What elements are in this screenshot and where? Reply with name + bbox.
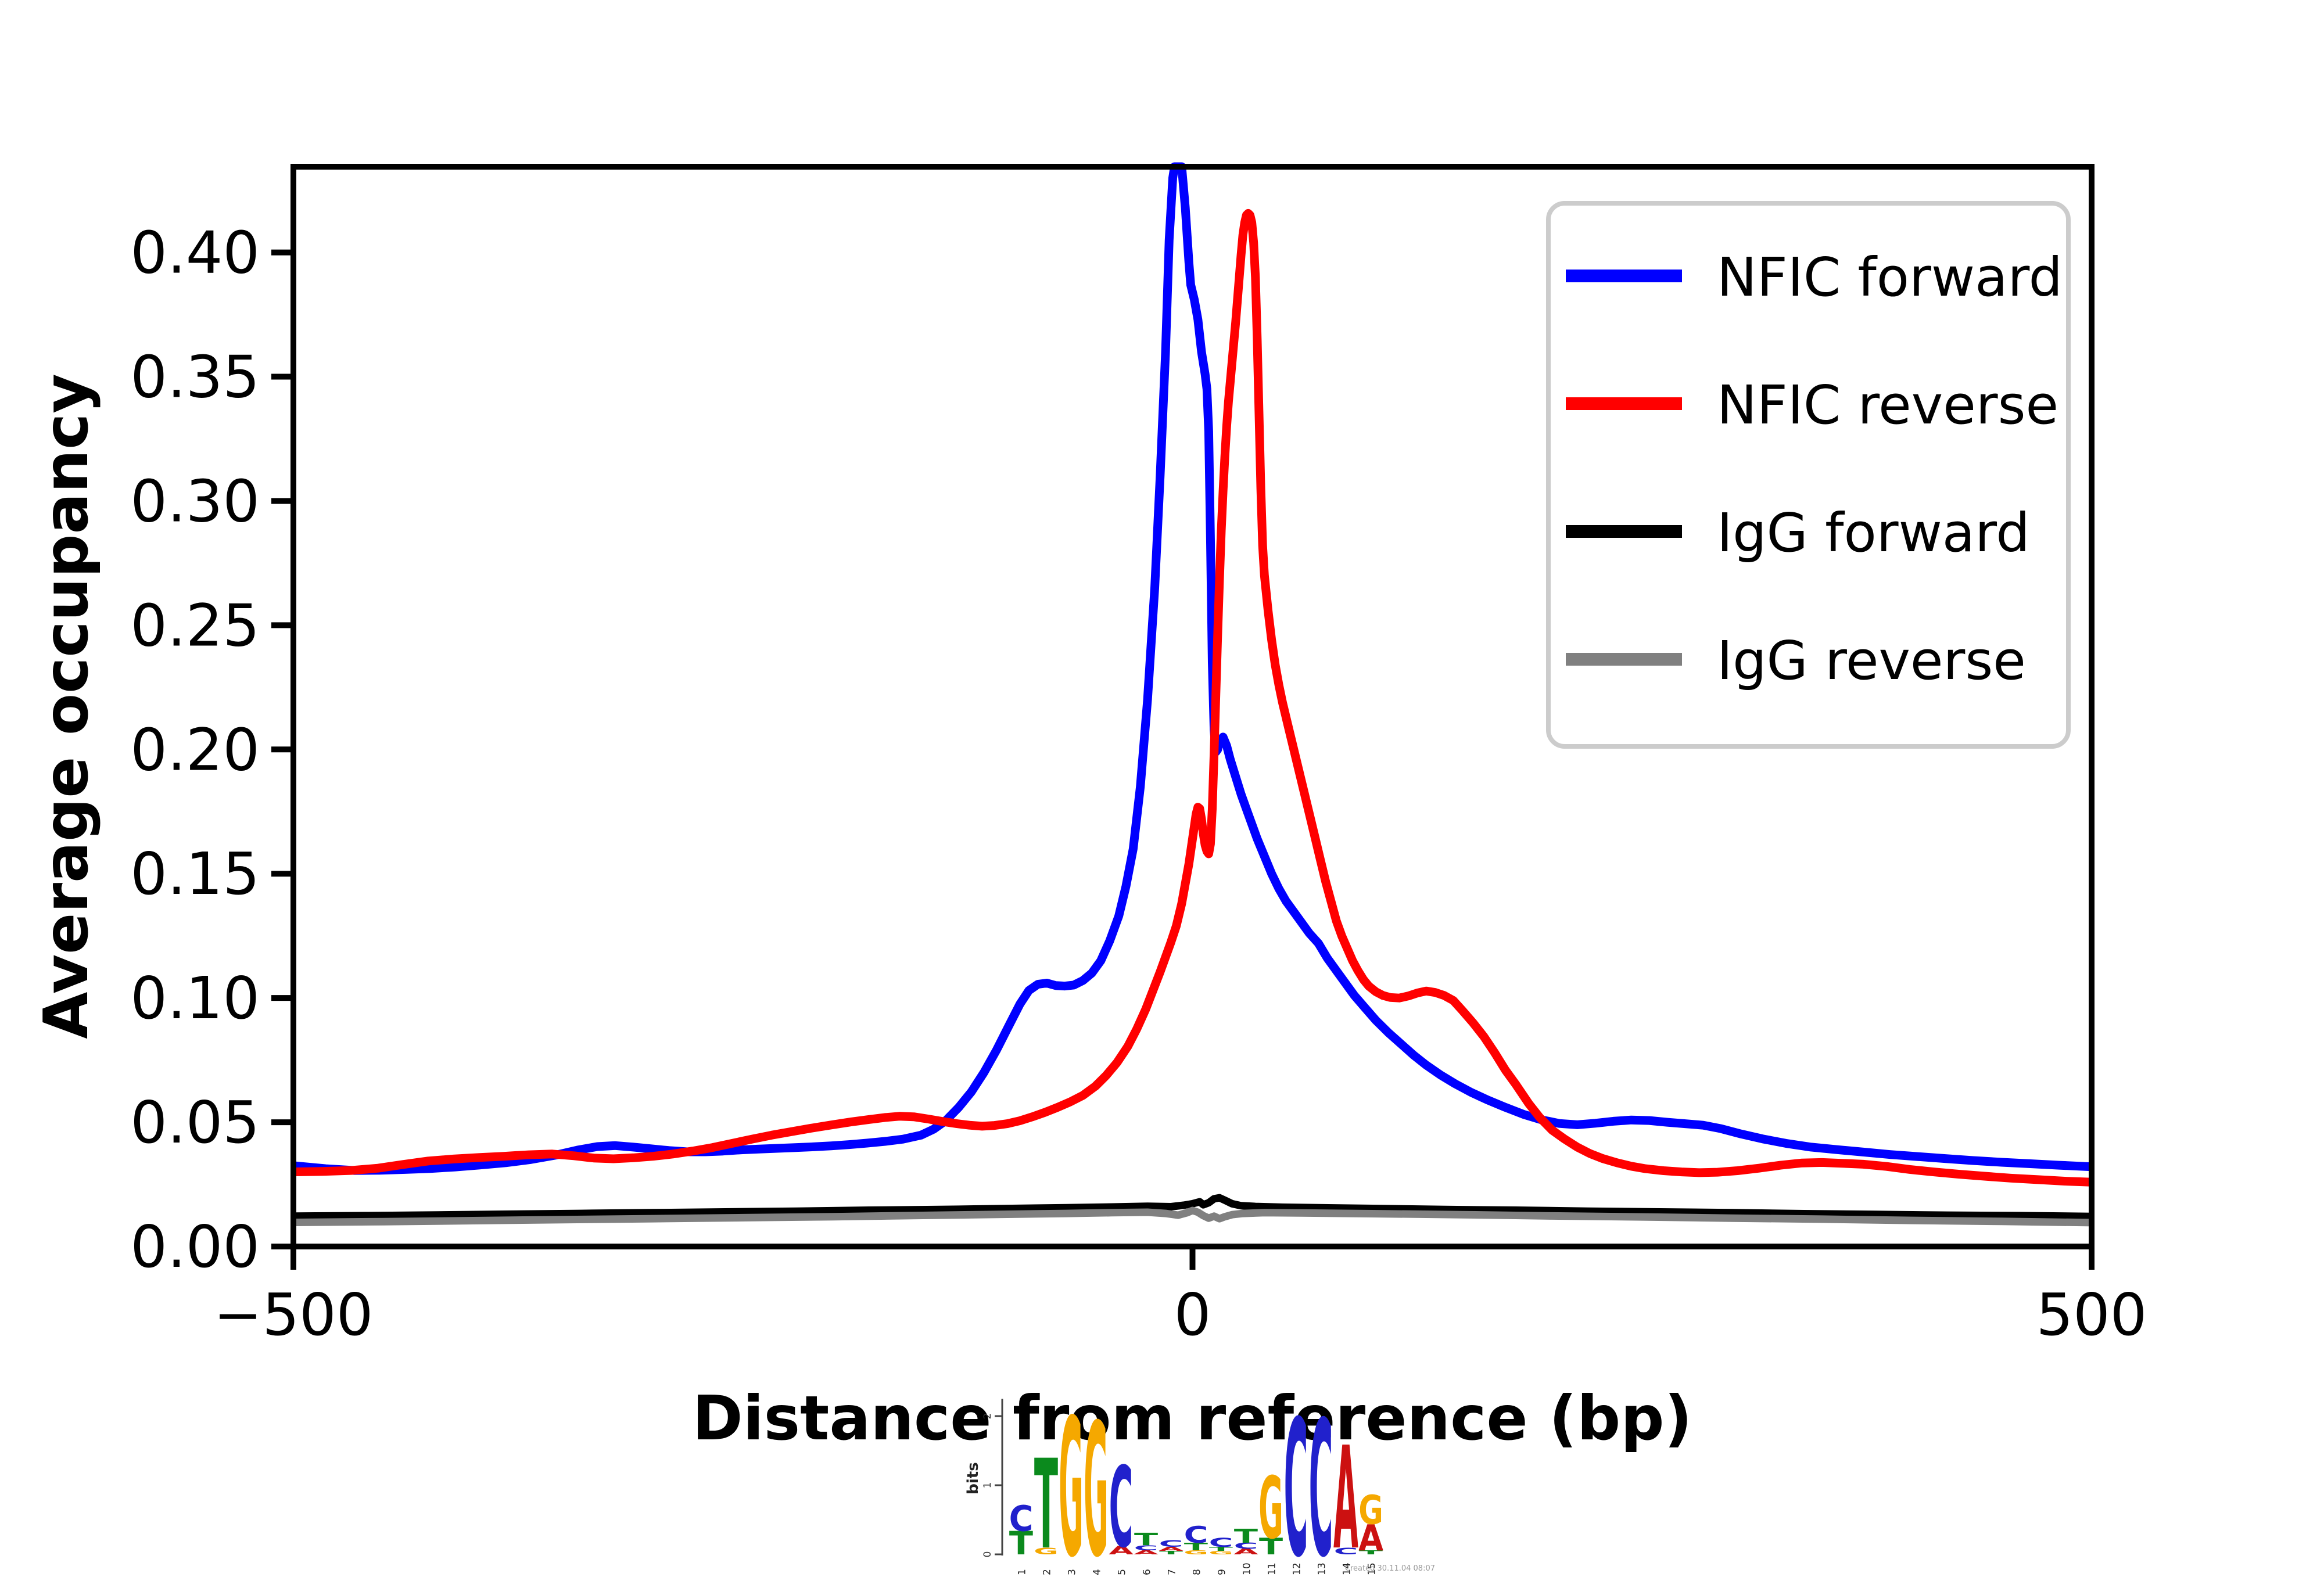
logo-letter-G: G [1208, 1550, 1233, 1555]
logo-y-tick-label: 0 [982, 1551, 994, 1558]
y-tick-label: 0.35 [130, 343, 260, 411]
legend-label-nfic-forward: NFIC forward [1717, 246, 2063, 308]
logo-letter-T: T [1359, 1549, 1383, 1556]
axes-layer: 0.00 0.05 0.10 0.15 0.20 0.25 0.30 0.35 0.40 −500… [130, 219, 2147, 1349]
logo-letter-C: C [1159, 1538, 1183, 1549]
logo-letter-C: C [1309, 1382, 1333, 1577]
logo-letter-T: T [1009, 1524, 1034, 1562]
logo-letter-G: G [1183, 1549, 1208, 1556]
logo-position-label: 8 [1192, 1569, 1203, 1575]
logo-letter-T: T [1234, 1525, 1258, 1547]
legend-label-igg-forward: IgG forward [1717, 502, 2030, 564]
logo-letter-T: T [1209, 1546, 1233, 1552]
logo-letter-A: A [1134, 1549, 1159, 1556]
y-tick-label: 0.20 [130, 716, 260, 784]
logo-position-label: 14 [1342, 1562, 1353, 1575]
y-tick-label: 0.30 [130, 467, 260, 535]
logo-position-label: 2 [1042, 1569, 1053, 1575]
logo-letter-C: C [1009, 1499, 1034, 1539]
logo-letter-G: G [1258, 1459, 1283, 1558]
logo-letter-C: C [1234, 1541, 1258, 1551]
logo-letter-C: C [1184, 1522, 1208, 1549]
series-igg-reverse [293, 1206, 2092, 1227]
logo-letter-A: A [1159, 1546, 1183, 1552]
x-tick-label: 500 [2036, 1281, 2147, 1349]
logo-letter-G: G [1358, 1488, 1383, 1534]
logo-letter-C: C [1284, 1381, 1308, 1577]
logo-letter-A: A [1109, 1544, 1134, 1557]
logo-credit-text: Created 30.11.04 08:07 [1345, 1564, 1435, 1573]
series-nfic-forward [293, 162, 2092, 1175]
logo-letter-T: T [1259, 1533, 1283, 1560]
logo-letter-A: A [1333, 1416, 1358, 1577]
legend-label-igg-reverse: IgG reverse [1717, 630, 2026, 692]
series-igg-forward [293, 1194, 2092, 1220]
logo-position-label: 3 [1067, 1569, 1078, 1575]
logo-letter-C: C [1334, 1546, 1358, 1557]
x-tick-label: −500 [214, 1281, 374, 1349]
legend-label-nfic-reverse: NFIC reverse [1717, 374, 2058, 436]
y-tick-label: 0.40 [130, 219, 260, 287]
logo-letter-T: T [1034, 1433, 1058, 1577]
legend-frame [1546, 201, 2071, 749]
logo-letter-T: T [1159, 1550, 1183, 1556]
logo-position-label: 1 [1017, 1569, 1028, 1575]
y-tick-label: 0.15 [130, 840, 260, 908]
logo-letter-A: A [1358, 1517, 1383, 1559]
logo-position-label: 7 [1167, 1569, 1178, 1575]
logo-letter-C: C [1134, 1544, 1159, 1551]
logo-letter-T: T [1184, 1541, 1208, 1553]
logo-position-label: 13 [1317, 1562, 1328, 1575]
logo-letter-G: G [1059, 1379, 1084, 1577]
y-tick-label: 0.05 [130, 1089, 260, 1156]
logo-position-label: 10 [1242, 1562, 1253, 1575]
logo-position-label: 15 [1367, 1562, 1378, 1575]
logo-letter-C: C [1209, 1536, 1233, 1550]
y-tick-label: 0.10 [130, 964, 260, 1032]
series-layer [293, 162, 2092, 1227]
x-axis-label: Distance from reference (bp) [693, 1383, 1692, 1454]
logo-letter-T: T [1134, 1530, 1159, 1550]
logo-position-label: 6 [1142, 1569, 1153, 1575]
y-tick-label: 0.25 [130, 591, 260, 659]
plot-frame [290, 164, 2095, 1249]
logo-y-tick-label: 2 [982, 1413, 994, 1420]
series-nfic-reverse [293, 209, 2092, 1187]
legend-box: NFIC forward NFIC reverse IgG forward Ig… [1546, 201, 2071, 749]
x-tick-label: 0 [1174, 1281, 1211, 1349]
logo-letter-G: G [1034, 1546, 1059, 1557]
logo-y-tick-label: 1 [982, 1482, 994, 1489]
logo-position-label: 12 [1292, 1562, 1303, 1575]
logo-position-label: 4 [1092, 1569, 1103, 1575]
logo-letter-G: G [1084, 1386, 1109, 1577]
logo-position-label: 5 [1117, 1569, 1128, 1575]
logo-bits-axis-label: bits [964, 1462, 982, 1494]
logo-position-label: 9 [1217, 1569, 1228, 1575]
logo-position-label: 11 [1267, 1562, 1278, 1575]
y-tick-label: 0.00 [130, 1213, 260, 1281]
logo-letter-A: A [1233, 1547, 1258, 1556]
y-axis-label: Average occupancy [31, 373, 102, 1039]
logo-letter-C: C [1109, 1444, 1134, 1573]
